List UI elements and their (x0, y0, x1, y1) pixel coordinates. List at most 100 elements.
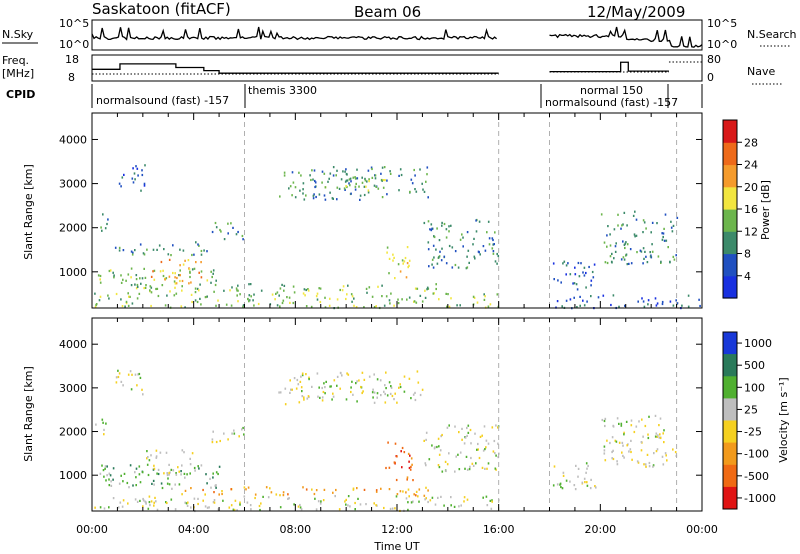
scatter-cell (497, 426, 499, 429)
scatter-cell (573, 296, 575, 299)
scatter-cell (431, 227, 433, 230)
scatter-cell (676, 216, 679, 219)
scatter-cell (482, 496, 484, 499)
scatter-cell (275, 493, 278, 496)
scatter-cell (168, 258, 171, 261)
scatter-cell (424, 498, 426, 501)
scatter-cell (462, 236, 464, 239)
scatter-cell (409, 190, 411, 193)
scatter-cell (208, 506, 210, 509)
cpid-strip: CPID normalsound (fast) -157 themis 3300… (6, 84, 703, 109)
scatter-cell (494, 467, 497, 470)
scatter-cell (428, 265, 430, 268)
scatter-cell (143, 267, 145, 270)
scatter-cell (621, 451, 623, 454)
scatter-cell (318, 193, 321, 196)
scatter-cell (296, 378, 299, 382)
scatter-cell (129, 370, 132, 373)
scatter-cell (439, 449, 442, 452)
scatter-cell (495, 424, 497, 427)
scatter-cell (422, 188, 424, 191)
scatter-cell (613, 228, 616, 231)
scatter-cell (138, 372, 141, 376)
scatter-cell (406, 262, 409, 265)
scatter-cell (699, 304, 701, 308)
scatter-cell (281, 283, 283, 286)
scatter-cell (675, 254, 677, 257)
scatter-cell (368, 180, 370, 183)
scatter-cell (468, 468, 471, 471)
scatter-cell (632, 214, 635, 217)
scatter-cell (173, 280, 176, 283)
scatter-cell (254, 496, 256, 500)
scatter-cell (107, 294, 109, 297)
scatter-cell (497, 254, 500, 258)
scatter-cell (603, 241, 606, 244)
scatter-cell (321, 386, 323, 390)
scatter-cell (412, 479, 414, 482)
scatter-cell (418, 500, 420, 503)
scatter-cell (361, 371, 364, 374)
scatter-cell (338, 187, 341, 190)
scatter-cell (635, 425, 638, 428)
scatter-cell (168, 473, 170, 476)
scatter-cell (579, 304, 581, 307)
scatter-cell (161, 284, 164, 287)
scatter-cell (127, 502, 129, 505)
scatter-cell (426, 286, 429, 289)
scatter-cell (354, 185, 357, 188)
scatter-cell (189, 275, 191, 279)
scatter-cell (569, 273, 572, 276)
scatter-cell (435, 283, 437, 286)
scatter-cell (390, 292, 392, 295)
scatter-cell (112, 497, 115, 500)
scatter-cell (586, 481, 588, 484)
scatter-cell (120, 474, 122, 477)
scatter-cell (319, 502, 322, 505)
scatter-cell (575, 283, 578, 286)
scatter-cell (200, 276, 203, 279)
scatter-cell (349, 184, 351, 187)
scatter-cell (410, 501, 413, 504)
scatter-cell (344, 170, 346, 173)
scatter-cell (403, 451, 406, 454)
scatter-cell (416, 287, 419, 290)
scatter-cell (583, 274, 586, 277)
scatter-cell (163, 248, 165, 251)
velocity-colorbar: 1000 500 100 25 -25 -100 -500 -1000 Velocity [m… (722, 331, 790, 510)
scatter-cell (350, 390, 352, 394)
scatter-cell (281, 301, 284, 305)
scatter-cell (341, 374, 343, 377)
scatter-cell (142, 499, 145, 502)
scatter-cell (303, 398, 305, 401)
scatter-cell (199, 283, 201, 286)
scatter-cell (355, 382, 357, 385)
scatter-cell (150, 500, 153, 503)
power-panel: 1000 2000 3000 4000 Slant Range [km] (22, 112, 703, 310)
scatter-cell (654, 297, 657, 300)
scatter-cell (239, 503, 241, 506)
scatter-cell (415, 494, 417, 497)
scatter-cell (150, 304, 152, 308)
scatter-cell (269, 487, 271, 490)
scatter-cell (407, 501, 409, 504)
scatter-cell (444, 460, 447, 463)
scatter-cell (267, 496, 270, 499)
scatter-cell (336, 198, 338, 201)
scatter-cell (642, 262, 644, 265)
scatter-cell (138, 465, 141, 468)
scatter-cell (381, 284, 383, 287)
scatter-cell (206, 482, 208, 485)
scatter-cell (459, 238, 462, 241)
scatter-cell (400, 173, 403, 177)
scatter-cell (317, 395, 319, 398)
scatter-cell (561, 487, 564, 490)
scatter-cell (131, 177, 134, 180)
scatter-cell (650, 231, 652, 234)
colorbar-segment (723, 354, 737, 377)
scatter-cell (407, 508, 409, 511)
scatter-cell (652, 465, 654, 468)
scatter-cell (406, 298, 408, 301)
scatter-cell (174, 286, 176, 289)
scatter-cell (340, 178, 343, 181)
